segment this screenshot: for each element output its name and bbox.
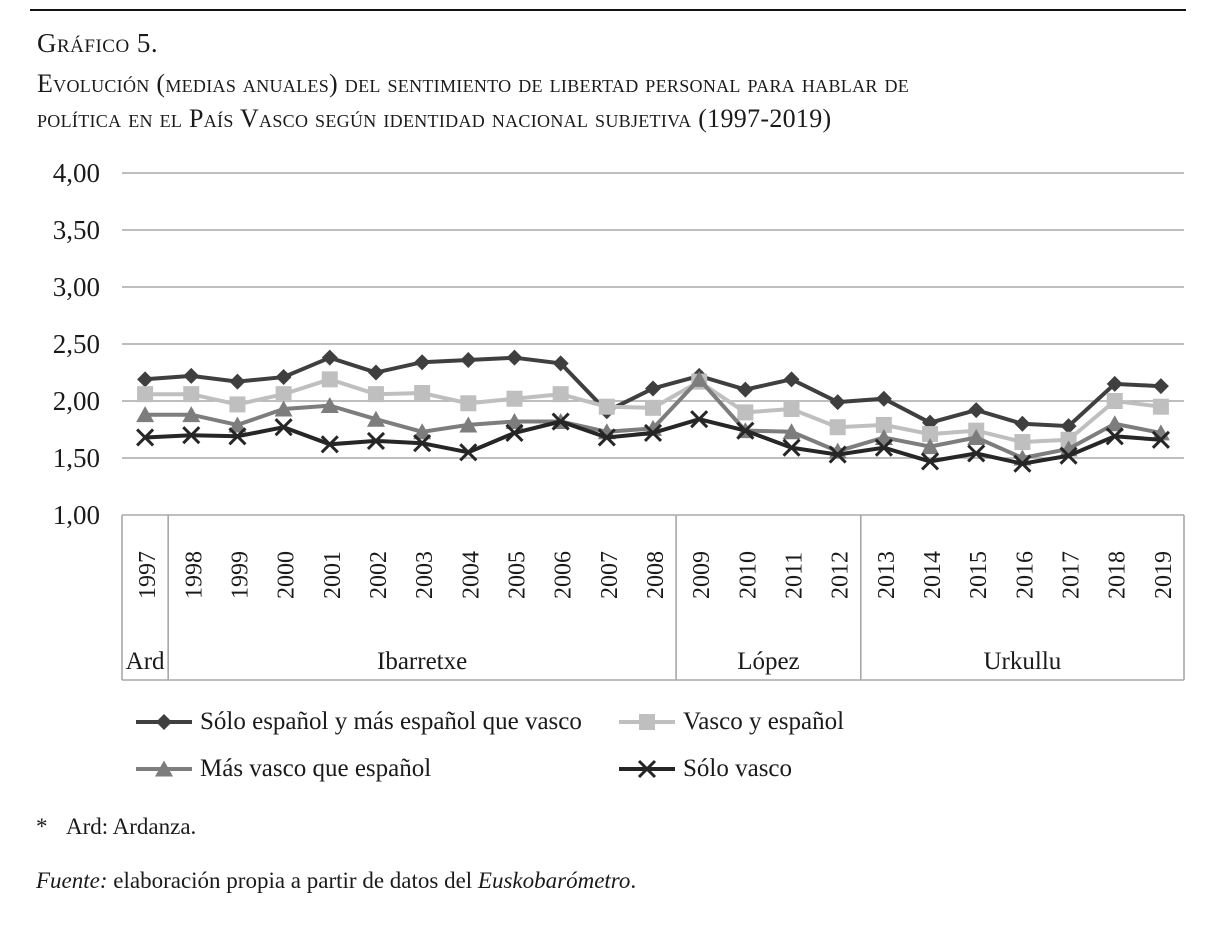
svg-text:2011: 2011 — [782, 552, 808, 599]
svg-text:Ibarretxe: Ibarretxe — [377, 648, 467, 675]
legend-label: Sólo vasco — [683, 755, 793, 782]
legend-item-x: Sólo vasco — [618, 753, 792, 785]
svg-text:2005: 2005 — [504, 551, 530, 599]
svg-text:1,50: 1,50 — [53, 443, 100, 473]
legend-label: Vasco y español — [683, 708, 845, 735]
legend-x-marker-icon — [619, 759, 675, 779]
figure-title-line1: Evolución (medias anuales) del sentimien… — [37, 69, 910, 98]
legend-item-triangle: Más vasco que español — [135, 753, 431, 785]
chart-svg: 4,00 3,50 3,00 2,50 2,00 1,50 1,00 1997 1998 1999… — [53, 158, 1185, 681]
svg-text:2018: 2018 — [1105, 551, 1131, 599]
figure-label: Gráfico 5. — [37, 28, 159, 58]
svg-text:2017: 2017 — [1059, 551, 1085, 599]
svg-text:2013: 2013 — [874, 551, 900, 599]
source-text: elaboración propia a partir de datos del — [113, 868, 473, 893]
svg-text:4,00: 4,00 — [53, 158, 100, 188]
svg-text:Urkullu: Urkullu — [984, 648, 1062, 675]
svg-text:2016: 2016 — [1012, 551, 1038, 599]
svg-text:3,00: 3,00 — [53, 272, 100, 302]
svg-text:2004: 2004 — [458, 551, 484, 599]
source-name: Euskobarómetro — [477, 868, 631, 893]
svg-text:2001: 2001 — [320, 551, 346, 599]
figure-title: Evolución (medias anuales) del sentimien… — [37, 66, 1187, 136]
svg-text:2014: 2014 — [920, 551, 946, 599]
footnote-asterisk: * — [36, 814, 48, 839]
svg-text:1997: 1997 — [135, 551, 161, 599]
svg-text:2019: 2019 — [1151, 551, 1177, 599]
legend-label: Sólo español y más español que vasco — [200, 708, 582, 735]
legend-diamond-marker-icon — [136, 714, 192, 730]
svg-text:3,50: 3,50 — [53, 215, 100, 245]
figure-top-rule — [30, 9, 1186, 11]
svg-text:1998: 1998 — [181, 551, 207, 599]
footnote: * Ard: Ardanza. — [36, 814, 196, 840]
svg-text:1,00: 1,00 — [53, 500, 100, 530]
svg-text:2015: 2015 — [966, 551, 992, 599]
svg-text:2007: 2007 — [597, 551, 623, 599]
svg-text:2,00: 2,00 — [53, 386, 100, 416]
legend-item-diamond: Sólo español y más español que vasco — [135, 706, 582, 738]
svg-text:2008: 2008 — [643, 551, 669, 599]
legend-triangle-marker-icon — [136, 760, 192, 777]
svg-text:2002: 2002 — [366, 551, 392, 599]
legend-label: Más vasco que español — [200, 755, 432, 782]
legend-item-square: Vasco y español — [618, 706, 844, 738]
svg-text:2003: 2003 — [412, 551, 438, 599]
svg-text:Ard: Ard — [126, 648, 165, 675]
svg-text:2012: 2012 — [828, 551, 854, 599]
svg-text:2010: 2010 — [735, 551, 761, 599]
svg-text:2,50: 2,50 — [53, 329, 100, 359]
source-period: . — [630, 868, 637, 893]
svg-text:1999: 1999 — [227, 551, 253, 599]
figure-title-line2: política en el País Vasco según identida… — [37, 104, 832, 133]
svg-text:2000: 2000 — [274, 551, 300, 599]
source-label: Fuente: — [36, 868, 108, 893]
svg-text:López: López — [737, 648, 799, 675]
svg-text:2009: 2009 — [689, 551, 715, 599]
legend-square-marker-icon — [619, 714, 675, 730]
footnote-text: Ard: Ardanza. — [66, 814, 197, 839]
source-line: Fuente: elaboración propia a partir de d… — [36, 868, 636, 894]
svg-text:2006: 2006 — [551, 551, 577, 599]
